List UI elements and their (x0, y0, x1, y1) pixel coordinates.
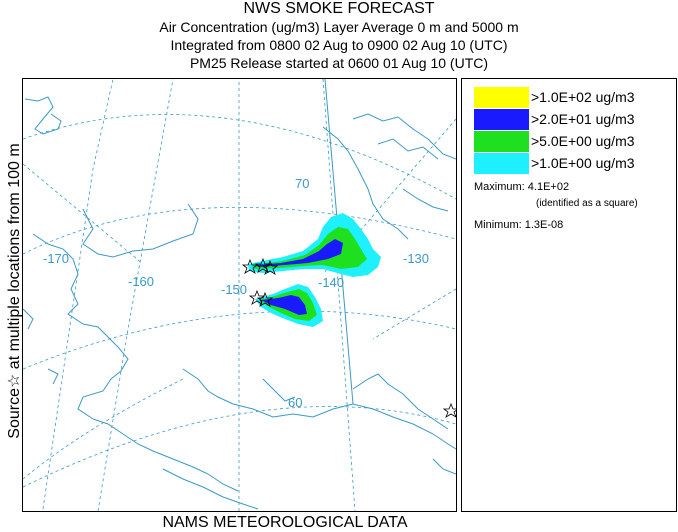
smoke-plume-south (255, 284, 323, 327)
maximum-note: (identified as a square) (536, 198, 638, 209)
coast-canada (402, 188, 449, 212)
coast-ykdelta (77, 323, 129, 420)
coast-cookinlet (262, 378, 296, 402)
coast-bering-north (32, 233, 84, 325)
coast-arctic-east (352, 113, 457, 160)
maximum-value: 4.1E+02 (527, 181, 570, 193)
legend-swatch (474, 87, 529, 108)
smoke-map: -170 -160 -150 -140 -130 70 60 (22, 78, 460, 512)
coast-gulf (182, 368, 457, 450)
coast-southeast (352, 373, 449, 430)
coast-seward (82, 203, 199, 258)
concentration-subtitle: Air Concentration (ug/m3) Layer Average … (159, 19, 519, 35)
source-star (261, 259, 279, 275)
meteorological-data-footer: NAMS METEOROLOGICAL DATA (162, 514, 408, 531)
lon-label-m160: -160 (128, 274, 154, 289)
lat-line-75 (22, 114, 457, 200)
source-star (256, 291, 274, 307)
minimum-row: Minimum: 1.3E-08 (474, 219, 563, 231)
lon-line-m140-dash (322, 78, 356, 512)
legend-label: >1.0E+00 ug/m3 (531, 155, 635, 171)
legend-swatch (474, 131, 529, 152)
legend-label: >2.0E+01 ug/m3 (531, 111, 635, 127)
lon-line-m160 (97, 78, 174, 512)
maximum-row: Maximum: 4.1E+02 (474, 181, 569, 193)
coast-peninsula (92, 418, 239, 492)
coast-bc (432, 458, 457, 475)
plume-north-green (253, 227, 367, 269)
lat-line-65 (22, 310, 457, 370)
legend-item-green: >5.0E+00 ug/m3 (474, 131, 674, 152)
coast-aleutian (162, 468, 259, 510)
plume-south-blue (261, 295, 307, 315)
coast-arctic-west (24, 96, 62, 135)
coast-stlawrence (22, 308, 34, 330)
minimum-label: Minimum: (474, 219, 522, 231)
lon-line-m175 (22, 163, 144, 265)
lon-label-m130: -130 (403, 251, 429, 266)
legend-swatch (474, 153, 529, 174)
source-star (241, 258, 259, 274)
legend-panel: >1.0E+02 ug/m3 >2.0E+01 ug/m3 >5.0E+00 u… (461, 78, 677, 512)
minimum-value: 1.3E-08 (524, 219, 564, 231)
source-star (254, 257, 272, 273)
legend-item-yellow: >1.0E+02 ug/m3 (474, 87, 674, 108)
side-label-container: Source☆ at multiple locations from 100 m (0, 72, 23, 512)
source-star (248, 289, 266, 305)
lon-label-m170: -170 (43, 251, 69, 266)
coastline (22, 96, 457, 510)
legend-item-cyan: >1.0E+00 ug/m3 (474, 153, 674, 174)
legend-swatch (474, 109, 529, 130)
lat-label-70: 70 (295, 176, 309, 191)
lon-label-m150: -150 (221, 282, 247, 297)
lon-line-m165 (42, 78, 114, 510)
forecast-title: NWS SMOKE FORECAST (243, 0, 435, 17)
lon-line-m125 (372, 288, 457, 340)
legend-item-blue: >2.0E+01 ug/m3 (474, 109, 674, 130)
source-star (442, 402, 460, 418)
maximum-label: Maximum: (474, 181, 525, 193)
lat-label-60: 60 (288, 395, 302, 410)
coast-beaufort (322, 126, 409, 240)
coast-islands (377, 138, 439, 160)
legend-label: >5.0E+00 ug/m3 (531, 133, 635, 149)
legend-label: >1.0E+02 ug/m3 (531, 89, 635, 105)
lat-line-extra (22, 378, 184, 480)
source-markers (241, 257, 460, 418)
integration-period: Integrated from 0800 02 Aug to 0900 02 A… (170, 37, 508, 53)
graticule (22, 78, 457, 512)
lon-label-m140: -140 (318, 275, 344, 290)
release-info: PM25 Release started at 0600 01 Aug 10 (… (189, 55, 489, 71)
lat-line-60 (22, 406, 457, 488)
smoke-plume-north (248, 213, 381, 277)
map-canvas: -170 -160 -150 -140 -130 70 60 (22, 78, 460, 512)
plume-north-blue (255, 239, 343, 267)
lat-line-70 (22, 206, 457, 255)
coast-nunivak (47, 368, 59, 385)
